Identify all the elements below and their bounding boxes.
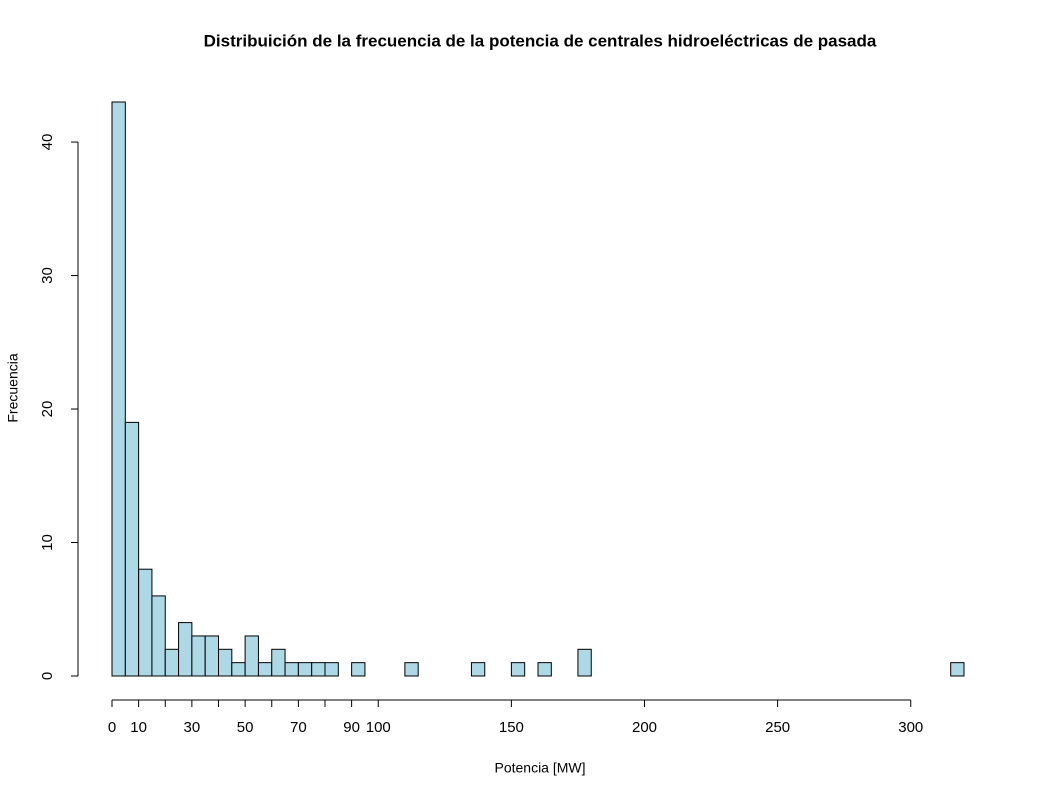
bar bbox=[950, 662, 965, 677]
x-tick-label: 150 bbox=[499, 719, 524, 736]
x-tick-label: 70 bbox=[290, 719, 307, 736]
bar bbox=[577, 648, 592, 677]
bar bbox=[404, 662, 419, 677]
y-axis-label: Frecuencia bbox=[5, 353, 21, 422]
x-axis-label: Potencia [MW] bbox=[494, 760, 585, 776]
x-tick-label: 90 bbox=[343, 719, 360, 736]
bar bbox=[351, 662, 366, 677]
bar bbox=[537, 662, 552, 677]
y-tick-label: 20 bbox=[39, 401, 56, 418]
bar bbox=[244, 635, 259, 677]
bar bbox=[311, 662, 326, 677]
x-tick-label: 300 bbox=[898, 719, 923, 736]
y-tick-label: 40 bbox=[39, 134, 56, 151]
bar bbox=[164, 648, 180, 677]
bar bbox=[271, 648, 286, 677]
x-tick-label: 0 bbox=[108, 719, 116, 736]
bar bbox=[257, 662, 273, 677]
y-tick-label: 0 bbox=[39, 672, 56, 680]
x-tick-label: 100 bbox=[366, 719, 391, 736]
bar bbox=[138, 568, 153, 677]
x-tick-label: 10 bbox=[130, 719, 147, 736]
bar bbox=[124, 421, 140, 677]
x-tick-label: 30 bbox=[184, 719, 201, 736]
bar bbox=[218, 648, 233, 677]
bar bbox=[510, 662, 526, 677]
bar bbox=[111, 101, 126, 677]
x-tick-label: 200 bbox=[632, 719, 657, 736]
chart-title: Distribuición de la frecuencia de la pot… bbox=[204, 31, 877, 50]
bar bbox=[470, 662, 486, 677]
bar bbox=[284, 662, 299, 677]
bar bbox=[178, 622, 193, 677]
x-tick-label: 50 bbox=[237, 719, 254, 736]
bar bbox=[324, 662, 339, 677]
bar bbox=[231, 662, 246, 677]
y-tick-label: 10 bbox=[39, 534, 56, 551]
x-tick-label: 250 bbox=[765, 719, 790, 736]
bar bbox=[204, 635, 219, 677]
y-tick-label: 30 bbox=[39, 267, 56, 284]
bar bbox=[297, 662, 313, 677]
bar bbox=[151, 595, 166, 677]
bar bbox=[191, 635, 206, 677]
